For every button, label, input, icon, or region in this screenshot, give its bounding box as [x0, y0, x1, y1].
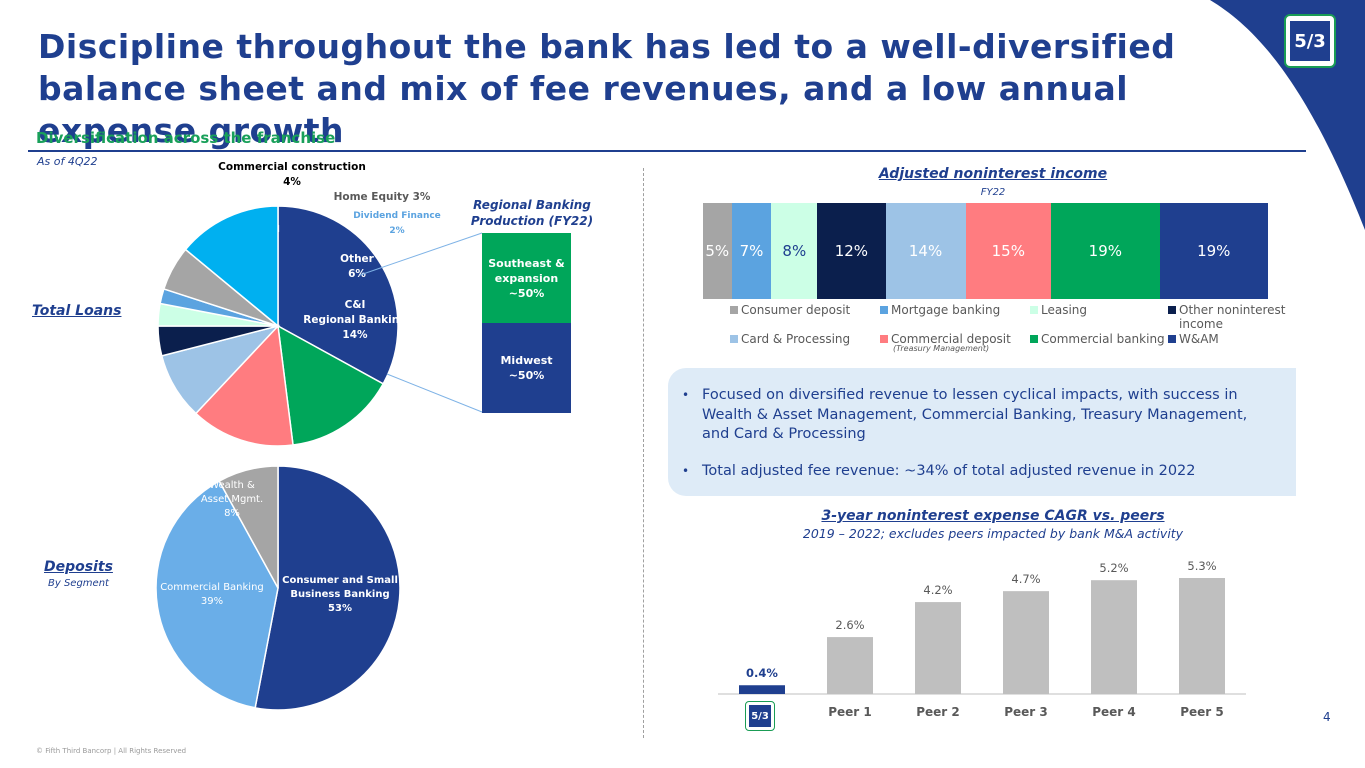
legend-label: W&AM [1179, 332, 1219, 346]
legend-item-mortgage-banking: Mortgage banking [880, 303, 1000, 317]
stack-segment-leasing: 8% [771, 203, 818, 299]
category-label: Peer 3 [1004, 705, 1048, 719]
pie-label-c-i-regional-banking: C&I Regional Banking 14% [303, 299, 407, 341]
expense-title: 3-year noninterest expense CAGR vs. peer… [821, 508, 1165, 524]
income-period: FY22 [980, 187, 1006, 198]
footer-copyright: © Fifth Third Bancorp | All Rights Reser… [36, 747, 187, 755]
bar-value-label: 4.2% [923, 583, 952, 597]
bar-value-label: 5.3% [1187, 559, 1216, 573]
stack-segment-consumer-deposit: 5% [703, 203, 732, 299]
deposits-label: Deposits [44, 559, 113, 575]
regional-connector-lines [360, 232, 483, 413]
legend-swatch [880, 335, 888, 343]
axis-logo-mark: 5/3 [749, 705, 771, 727]
legend-item-w-am: W&AM [1168, 332, 1219, 346]
stack-segment-card-processing: 14% [885, 203, 966, 299]
bar-value-label: 2.6% [835, 618, 864, 632]
stack-segment-commercial-banking: 19% [1051, 203, 1160, 299]
bar-fifth-third [739, 685, 785, 694]
as-of-label: As of 4Q22 [37, 155, 98, 168]
category-label: Peer 2 [916, 705, 960, 719]
highlights-box: Focused on diversified revenue to lessen… [668, 368, 1296, 496]
page-number: 4 [1323, 710, 1331, 724]
category-label: Peer 4 [1092, 705, 1136, 719]
pie-slice-indirect-secured [194, 324, 294, 447]
fifth-third-logo: 5/3 [1284, 14, 1336, 68]
legend-item-other-noninterest-income: Other noninterest income [1168, 303, 1298, 331]
legend-swatch [1168, 335, 1176, 343]
expense-subtitle: 2019 – 2022; excludes peers impacted by … [802, 526, 1184, 541]
pie-label-other: Other 6% [340, 253, 375, 280]
legend-label: Leasing [1041, 303, 1088, 317]
legend-swatch [1030, 335, 1038, 343]
pie-slice-c-i-regional-banking [184, 205, 279, 328]
midwest-box: Midwest ~50% [482, 323, 571, 413]
expense-bar-chart: 0.4% 2.6% Peer 1 4.2% Peer 2 4.7% Peer 3 5.2% Pe… [718, 559, 1246, 719]
total-loans-label: Total Loans [32, 303, 122, 319]
pie-label-home-equity-3: Home Equity 3% [334, 191, 431, 203]
stack-segment-commercial-deposit: 15% [965, 203, 1052, 299]
deposits-pie-chart: Consumer and Small Business Banking 53% Com… [155, 465, 401, 711]
deposits-sublabel: By Segment [48, 578, 109, 589]
fifth-third-axis-logo: 5/3 [745, 701, 775, 731]
treasury-note: (Treasury Management) [893, 344, 990, 353]
legend-label: Mortgage banking [891, 303, 1001, 317]
pie-slice-commercial-banking [155, 480, 279, 709]
legend-label: Card & Processing [741, 332, 851, 346]
pie-label-commercial-banking: Commercial Banking 39% [160, 582, 264, 607]
pie-label-dividend-finance: Dividend Finance 2% [353, 211, 441, 236]
legend-item-card-processing: Card & Processing [730, 332, 850, 346]
bar-peer-1 [827, 637, 873, 694]
stack-segment-other-noninterest-income: 12% [817, 203, 886, 299]
pie-slice-residential-mortgage [277, 324, 385, 446]
income-title: Adjusted noninterest income [878, 166, 1108, 182]
bar-value-label: 5.2% [1099, 561, 1128, 575]
pie-slice-consumer-and-small-business-banking [254, 465, 401, 711]
legend-item-leasing: Leasing [1030, 303, 1087, 317]
pie-slice-c-i-corporate-banking [277, 205, 399, 385]
loans-pie-chart: C&ICorporate Banking33%Residentialmortga… [157, 161, 441, 447]
legend-item-commercial-deposit: Commercial deposit [880, 332, 1011, 346]
pie-label-consumer-and-small-business-banking: Consumer and Small Business Banking 53% [282, 575, 398, 614]
legend-label: Consumer deposit [741, 303, 851, 317]
category-label: Peer 5 [1180, 705, 1224, 719]
pie-label-commercial-construction: Commercial construction 4% [218, 161, 366, 188]
bar-value-label: 0.4% [746, 666, 778, 680]
legend-swatch [1168, 306, 1176, 314]
legend-label: Commercial deposit [891, 332, 1011, 346]
category-label: Peer 1 [828, 705, 872, 719]
bar-value-label: 4.7% [1011, 572, 1040, 586]
pie-label-wealth-asset-mgmt: Wealth & Asset Mgmt. 8% [201, 480, 263, 519]
southeast-box: Southeast & expansion ~50% [482, 233, 571, 323]
bar-peer-2 [915, 602, 961, 694]
legend-swatch [1030, 306, 1038, 314]
legend-label: Other noninterest income [1179, 303, 1286, 331]
logo-mark: 5/3 [1290, 21, 1330, 61]
stack-segment-w-am: 19% [1159, 203, 1268, 299]
legend-swatch [730, 306, 738, 314]
highlight-item: Total adjusted fee revenue: ~34% of tota… [682, 462, 1276, 482]
bar-peer-5 [1179, 578, 1225, 694]
legend-item-commercial-banking: Commercial banking [1030, 332, 1165, 346]
bar-peer-4 [1091, 580, 1137, 694]
section-subtitle: Diversification across the franchise [36, 129, 336, 147]
highlight-item: Focused on diversified revenue to lessen… [682, 386, 1276, 445]
legend-label: Commercial banking [1041, 332, 1165, 346]
header-rule [28, 150, 1306, 152]
income-stacked-bar: 5% 7% 8% 12% 14% 15% 19% 19% [703, 203, 1268, 299]
legend-swatch [730, 335, 738, 343]
pie-slice-wealth-asset-mgmt [218, 465, 279, 589]
legend-item-consumer-deposit: Consumer deposit [730, 303, 850, 317]
regional-banking-title: Regional Banking Production (FY22) [470, 198, 594, 228]
legend-swatch [880, 306, 888, 314]
column-divider [643, 168, 644, 738]
bar-peer-3 [1003, 591, 1049, 694]
stack-segment-mortgage-banking: 7% [731, 203, 772, 299]
slide-title: Discipline throughout the bank has led t… [38, 27, 1176, 150]
